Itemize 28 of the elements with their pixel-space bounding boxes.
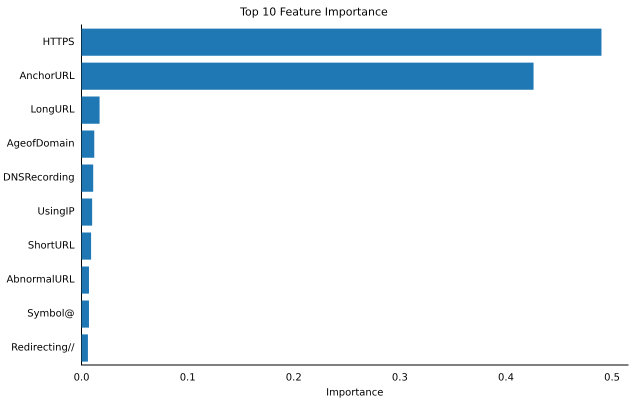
chart-title: Top 10 Feature Importance <box>239 5 388 18</box>
y-tick-label: AnchorURL <box>19 70 75 82</box>
y-tick-label: ShortURL <box>28 240 75 252</box>
y-tick-label: Redirecting// <box>11 342 76 354</box>
y-tick-label: HTTPS <box>42 36 75 48</box>
bar <box>82 334 88 362</box>
bar <box>82 232 92 260</box>
y-tick-label: UsingIP <box>38 206 75 218</box>
bar <box>82 164 94 192</box>
x-tick-label: 0.1 <box>180 372 196 384</box>
x-tick-label: 0.3 <box>392 372 408 384</box>
bar <box>82 28 602 56</box>
bar <box>82 300 89 328</box>
bar <box>82 62 534 90</box>
bar <box>82 266 89 294</box>
y-tick-label: AbnormalURL <box>6 274 75 286</box>
y-tick-label: AgeofDomain <box>6 138 75 150</box>
bar <box>82 96 100 124</box>
y-tick-label: LongURL <box>30 104 75 116</box>
bar <box>82 130 94 158</box>
x-tick-label: 0.4 <box>498 372 514 384</box>
y-tick-label: Symbol@ <box>27 308 75 320</box>
x-axis-title: Importance <box>326 388 384 399</box>
x-tick-label: 0.2 <box>286 372 302 384</box>
x-tick-label: 0.0 <box>74 372 90 384</box>
y-tick-label: DNSRecording <box>2 172 75 184</box>
bar <box>82 198 92 226</box>
x-tick-label: 0.5 <box>604 372 620 384</box>
